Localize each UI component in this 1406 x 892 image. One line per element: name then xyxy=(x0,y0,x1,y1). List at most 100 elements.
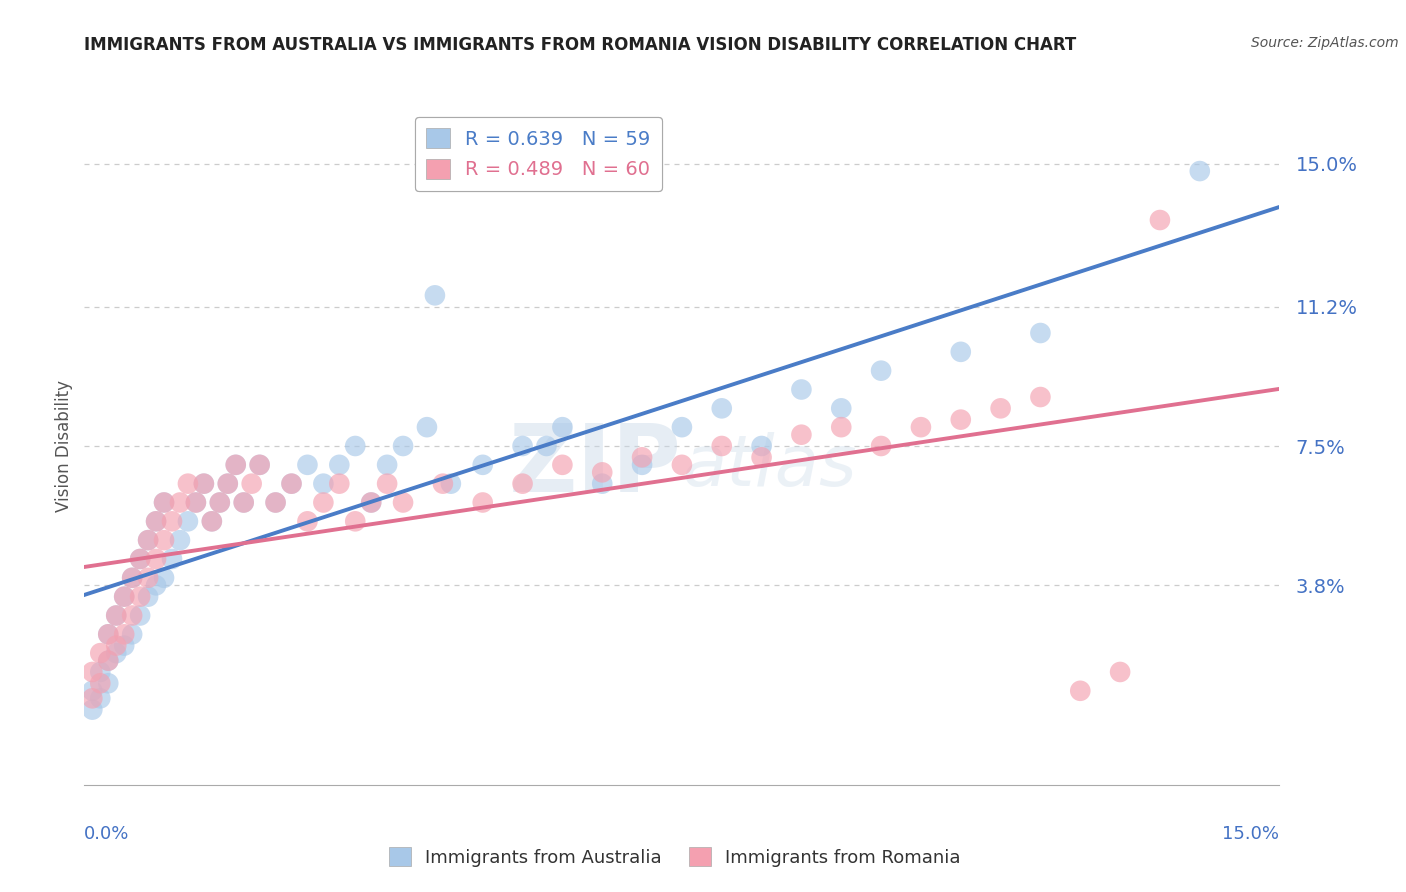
Point xyxy=(121,608,143,623)
Text: 15.0%: 15.0% xyxy=(1222,825,1279,843)
Point xyxy=(153,495,176,509)
Point xyxy=(249,458,271,472)
Point xyxy=(121,571,143,585)
Point xyxy=(240,476,263,491)
Point xyxy=(177,476,200,491)
Point xyxy=(512,439,534,453)
Point xyxy=(160,552,183,566)
Point xyxy=(121,571,143,585)
Point xyxy=(1069,683,1091,698)
Point xyxy=(129,590,152,604)
Point xyxy=(112,639,135,653)
Point xyxy=(631,450,654,465)
Point xyxy=(423,288,446,302)
Point xyxy=(990,401,1012,416)
Point xyxy=(82,703,104,717)
Point xyxy=(225,458,247,472)
Point xyxy=(201,514,224,528)
Point xyxy=(184,495,207,509)
Point xyxy=(830,401,852,416)
Point xyxy=(208,495,231,509)
Point xyxy=(312,495,335,509)
Point xyxy=(432,476,454,491)
Point xyxy=(97,627,120,641)
Point xyxy=(631,458,654,472)
Point xyxy=(82,683,104,698)
Text: Source: ZipAtlas.com: Source: ZipAtlas.com xyxy=(1251,36,1399,50)
Point xyxy=(312,476,335,491)
Point xyxy=(671,458,693,472)
Point xyxy=(145,552,167,566)
Point xyxy=(790,383,813,397)
Point xyxy=(129,552,152,566)
Point xyxy=(392,495,415,509)
Point xyxy=(1109,665,1132,679)
Point xyxy=(193,476,215,491)
Point xyxy=(193,476,215,491)
Point xyxy=(145,514,167,528)
Point xyxy=(136,571,159,585)
Point xyxy=(97,654,120,668)
Point xyxy=(201,514,224,528)
Point xyxy=(280,476,302,491)
Point xyxy=(328,458,350,472)
Text: atlas: atlas xyxy=(682,432,856,500)
Point xyxy=(1149,213,1171,227)
Point xyxy=(249,458,271,472)
Point xyxy=(217,476,239,491)
Point xyxy=(297,514,319,528)
Point xyxy=(112,590,135,604)
Point xyxy=(710,401,733,416)
Point xyxy=(89,676,111,690)
Point xyxy=(440,476,463,491)
Point xyxy=(232,495,254,509)
Point xyxy=(169,533,191,548)
Point xyxy=(153,571,176,585)
Point xyxy=(297,458,319,472)
Point xyxy=(344,439,367,453)
Point xyxy=(105,608,128,623)
Point xyxy=(136,533,159,548)
Legend: Immigrants from Australia, Immigrants from Romania: Immigrants from Australia, Immigrants fr… xyxy=(382,840,967,874)
Point xyxy=(208,495,231,509)
Point xyxy=(751,450,773,465)
Point xyxy=(121,627,143,641)
Point xyxy=(416,420,439,434)
Point xyxy=(949,412,972,426)
Point xyxy=(344,514,367,528)
Point xyxy=(536,439,558,453)
Point xyxy=(177,514,200,528)
Point xyxy=(232,495,254,509)
Point xyxy=(89,691,111,706)
Point xyxy=(145,578,167,592)
Point xyxy=(97,676,120,690)
Point xyxy=(671,420,693,434)
Point xyxy=(949,344,972,359)
Point xyxy=(82,665,104,679)
Point xyxy=(153,495,176,509)
Point xyxy=(375,458,398,472)
Point xyxy=(360,495,382,509)
Point xyxy=(217,476,239,491)
Point xyxy=(184,495,207,509)
Point xyxy=(870,439,893,453)
Point xyxy=(710,439,733,453)
Point xyxy=(551,420,574,434)
Point xyxy=(129,552,152,566)
Point xyxy=(1029,326,1052,340)
Point xyxy=(751,439,773,453)
Legend: R = 0.639   N = 59, R = 0.489   N = 60: R = 0.639 N = 59, R = 0.489 N = 60 xyxy=(415,117,662,191)
Point xyxy=(471,458,494,472)
Y-axis label: Vision Disability: Vision Disability xyxy=(55,380,73,512)
Point xyxy=(790,427,813,442)
Point xyxy=(392,439,415,453)
Point xyxy=(830,420,852,434)
Text: IMMIGRANTS FROM AUSTRALIA VS IMMIGRANTS FROM ROMANIA VISION DISABILITY CORRELATI: IMMIGRANTS FROM AUSTRALIA VS IMMIGRANTS … xyxy=(84,36,1077,54)
Point xyxy=(264,495,287,509)
Point xyxy=(105,608,128,623)
Point xyxy=(551,458,574,472)
Point xyxy=(870,364,893,378)
Point xyxy=(471,495,494,509)
Point xyxy=(136,533,159,548)
Point xyxy=(112,590,135,604)
